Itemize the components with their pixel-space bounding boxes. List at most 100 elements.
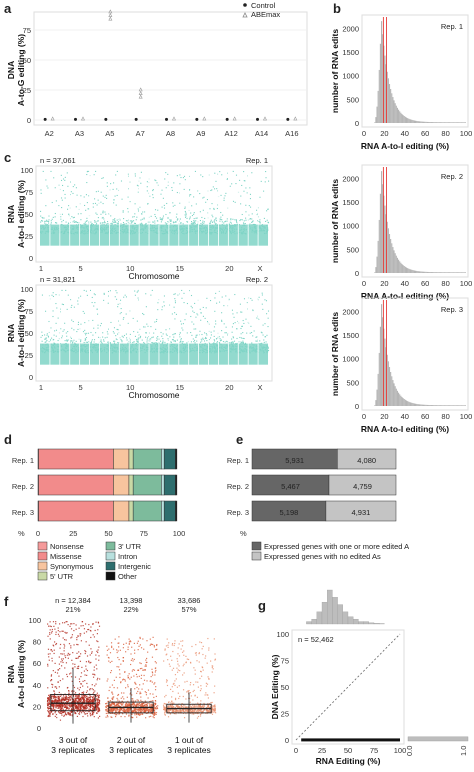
jitter-point [47, 694, 50, 696]
histogram-bar [425, 404, 427, 406]
jitter-point [60, 665, 63, 667]
scatter-point [182, 232, 184, 234]
scatter-point [165, 333, 167, 335]
jitter-point [152, 716, 154, 718]
scatter-point [214, 345, 216, 347]
xtick-label: 0 [36, 529, 40, 538]
scatter-point [219, 228, 221, 230]
scatter-point [155, 228, 157, 230]
manhattan-ylabel-1: RNA [6, 324, 16, 342]
scatter-point [113, 231, 115, 233]
scatter-point [155, 343, 157, 345]
scatter-point [175, 221, 177, 223]
scatter-point [97, 199, 99, 201]
scatter-point [194, 302, 196, 304]
scatter-point [124, 231, 126, 233]
jitter-point [47, 687, 49, 689]
jitter-point [83, 670, 85, 672]
jitter-point [118, 669, 121, 671]
scatter-point [46, 333, 48, 335]
scatter-point [239, 336, 241, 339]
scatter-point [86, 332, 88, 334]
jitter-point [54, 692, 56, 694]
jitter-point [83, 695, 85, 697]
scatter-point [117, 343, 120, 345]
histogram-bar [402, 115, 404, 123]
jitter-point [138, 688, 140, 690]
scatter-point [46, 230, 48, 232]
histogram-bar [378, 69, 380, 123]
scatter-point [207, 320, 209, 323]
scatter-point [112, 230, 114, 232]
bar-value-label: 4,759 [353, 482, 372, 491]
scatter-point [229, 226, 231, 228]
scatter-point [56, 351, 59, 353]
jitter-point [105, 712, 107, 715]
jitter-point [71, 634, 74, 636]
scatter-point [193, 226, 195, 228]
scatter-point [230, 341, 233, 343]
scatter-point [109, 230, 112, 232]
point-abemax [202, 116, 207, 121]
scatter-point [258, 225, 260, 227]
jitter-point [59, 647, 61, 649]
scatter-point [173, 350, 176, 352]
scatter-point [146, 341, 148, 343]
jitter-point [90, 661, 92, 664]
jitter-point [76, 707, 78, 709]
scatter-point [225, 232, 227, 234]
scatter-point [228, 227, 231, 229]
scatter-point [86, 348, 88, 350]
scatter-point [256, 348, 258, 351]
jitter-point [57, 695, 59, 698]
scatter-point [86, 345, 88, 347]
scatter-point [134, 227, 136, 229]
scatter-point [202, 349, 204, 351]
jitter-point [47, 710, 49, 712]
scatter-point [113, 199, 115, 201]
scatter-point [253, 226, 256, 229]
xtick-label: 0 [362, 129, 366, 138]
jitter-point [93, 697, 95, 699]
scatter-point [238, 224, 240, 226]
scatter-point [230, 231, 232, 233]
jitter-point [84, 713, 86, 715]
scatter-point [61, 335, 63, 337]
jitter-point [87, 705, 89, 707]
jitter-point [54, 701, 56, 703]
jitter-point [107, 705, 109, 707]
jitter-point [98, 625, 101, 627]
scatter-point [59, 343, 61, 345]
scatter-point [52, 295, 55, 298]
scatter-point [167, 347, 169, 349]
jitter-point [52, 695, 54, 698]
scatter-point [241, 226, 243, 228]
scatter-point [112, 226, 114, 228]
scatter-point [166, 231, 168, 234]
histogram-bar [428, 271, 430, 273]
scatter-point [163, 349, 165, 351]
scatter-point [160, 226, 162, 228]
histogram-bar [426, 404, 428, 406]
jitter-point [98, 694, 100, 696]
scatter-point [42, 170, 44, 172]
jitter-point [118, 666, 120, 668]
scatter-point [44, 226, 46, 228]
scatter-point [40, 232, 43, 234]
jitter-point [66, 700, 68, 703]
scatter-point [173, 344, 175, 346]
scatter-point [70, 306, 72, 308]
scatter-point [44, 222, 46, 224]
jitter-point [80, 699, 82, 701]
histogram-bar [446, 122, 448, 123]
jitter-point [97, 651, 99, 654]
scatter-point [53, 342, 55, 344]
jitter-point [144, 665, 146, 667]
scatter-point [150, 224, 152, 226]
jitter-point [92, 634, 94, 636]
scatter-point [208, 231, 210, 233]
scatter-point [86, 341, 89, 343]
scatter-point [258, 220, 260, 222]
jitter-point [124, 678, 126, 681]
